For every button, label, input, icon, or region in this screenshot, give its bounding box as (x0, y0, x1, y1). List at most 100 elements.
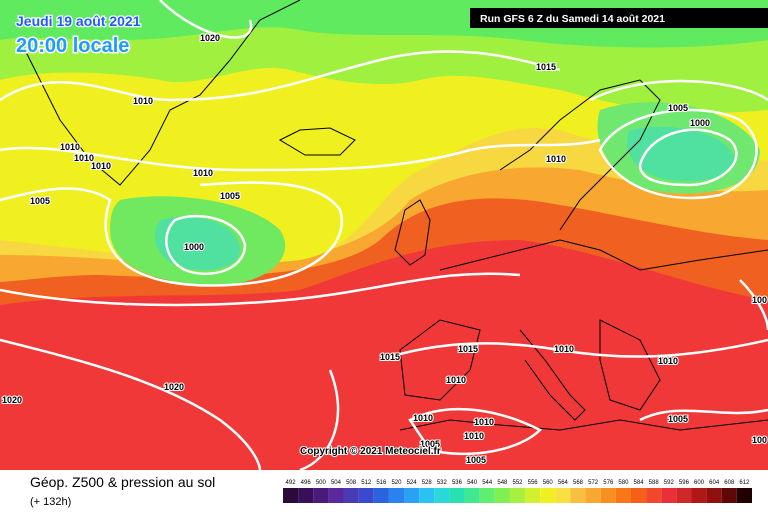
scale-label: 584 (634, 480, 645, 486)
isobar (639, 408, 768, 422)
scale-swatch (479, 488, 495, 503)
isobar-label: 1010 (446, 375, 466, 385)
isobar-label: 1020 (164, 382, 184, 392)
isobar-label: 1010 (133, 96, 153, 106)
isobar-label: 100 (752, 435, 767, 445)
scale-label: 532 (437, 480, 448, 486)
scale-label: 608 (724, 480, 735, 486)
scale-swatch (555, 488, 571, 503)
low-scandinavia-core (626, 126, 735, 181)
scale-swatch (434, 488, 450, 503)
scale-label: 552 (512, 480, 523, 486)
coast-balkans (599, 319, 661, 411)
isobar (589, 79, 768, 200)
isobar-label: 1015 (458, 344, 478, 354)
isobar (299, 369, 340, 470)
isobar-label: 100 (752, 295, 767, 305)
scale-label: 496 (301, 480, 312, 486)
scale-swatch (676, 488, 692, 503)
isobar-label: 1005 (668, 414, 688, 424)
map: 1020101510101005100010101010101010101010… (0, 0, 768, 470)
isobar-label: 1010 (74, 153, 94, 163)
scale-label: 548 (497, 480, 508, 486)
scale-label: 508 (346, 480, 357, 486)
scale-label: 500 (316, 480, 327, 486)
isobar-label: 1015 (536, 62, 556, 72)
scale-swatch (736, 488, 752, 503)
scale-swatch (328, 488, 344, 503)
coast-scandinavia (499, 79, 661, 231)
scale-label: 512 (361, 480, 372, 486)
scale-swatch (600, 488, 616, 503)
low-core (155, 216, 240, 270)
isobar-label: 1010 (658, 356, 678, 366)
isobar-label: 1005 (466, 455, 486, 465)
scale-label: 516 (376, 480, 387, 486)
isobar-label: 1005 (30, 196, 50, 206)
scale-label: 576 (603, 480, 614, 486)
scale-label: 520 (391, 480, 402, 486)
scale-label: 492 (286, 480, 297, 486)
copyright: Copyright © 2021 Meteociel.fr (300, 446, 441, 457)
scale-swatch (358, 488, 374, 503)
coast-iceland (278, 127, 356, 156)
isobar (0, 50, 561, 102)
scale-swatch (585, 488, 601, 503)
isobar (0, 138, 601, 172)
footer: Géop. Z500 & pression au sol (+ 132h) 49… (30, 474, 752, 508)
isobar-label: 1010 (464, 431, 484, 441)
date: Jeudi 19 août 2021 (16, 13, 141, 29)
isobar (0, 181, 344, 287)
scale-swatch (646, 488, 662, 503)
scale-swatch (691, 488, 707, 503)
coast-north (439, 239, 768, 271)
scale-swatch (343, 488, 359, 503)
isobar-label: 1010 (60, 142, 80, 152)
run-info: Run GFS 6 Z du Samedi 14 août 2021 (480, 13, 665, 25)
color-scale: 492 496 500 504 508 512 516 520 524 528 532 536 540 5… (283, 480, 752, 503)
scale-label: 524 (407, 480, 418, 486)
scale-label: 504 (331, 480, 342, 486)
isobar-label: 1010 (554, 344, 574, 354)
isobar (408, 407, 543, 456)
isobar-label: 1020 (200, 33, 220, 43)
coast-africa (399, 419, 768, 431)
isobar-labels: 1020101510101005100010101010101010101010… (1, 32, 768, 466)
scale-swatch (464, 488, 480, 503)
scale-swatch (449, 488, 465, 503)
isobar-label: 1005 (420, 439, 440, 449)
isobar (379, 338, 768, 362)
isobar-label: 1010 (413, 413, 433, 423)
isobar-label: 1000 (690, 118, 710, 128)
coast-uk (394, 199, 431, 266)
scale-swatch (615, 488, 631, 503)
isobar (0, 272, 521, 307)
scale-swatch (298, 488, 314, 503)
scale-label: 544 (482, 480, 493, 486)
run-box (470, 8, 768, 28)
time: 20:00 locale (16, 35, 129, 57)
scale-label: 528 (422, 480, 433, 486)
scale-label: 604 (709, 480, 720, 486)
scale-label: 536 (452, 480, 463, 486)
isobar (165, 215, 247, 275)
isobar-label: 1010 (193, 168, 213, 178)
coast-iberia (399, 319, 481, 401)
footer-title: Géop. Z500 & pression au sol (30, 474, 215, 490)
scale-swatch (419, 488, 435, 503)
isobar-label: 1010 (91, 161, 111, 171)
coast-greenland (19, 0, 301, 186)
scale-label: 568 (573, 480, 584, 486)
isobar-label: 1020 (2, 395, 22, 405)
scale-swatch (661, 488, 677, 503)
scale-label: 564 (558, 480, 569, 486)
scale-swatch (388, 488, 405, 503)
isobar (0, 338, 262, 470)
scale-swatch (404, 488, 420, 503)
isobar-label: 1010 (474, 417, 494, 427)
isobar (638, 128, 738, 187)
scale-swatch (494, 488, 510, 503)
scale-label: 540 (467, 480, 478, 486)
scale-swatch (721, 488, 737, 503)
